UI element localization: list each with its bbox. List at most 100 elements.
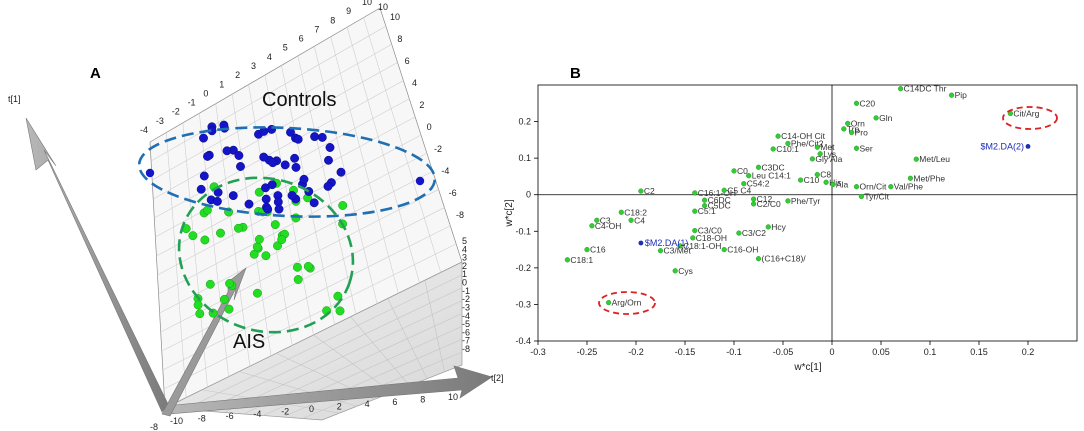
controls-point [415, 176, 425, 186]
tick-label: 2 [419, 100, 424, 110]
group-label-controls: Controls [262, 89, 336, 111]
grid-line [424, 280, 445, 372]
grid-lines [150, 17, 463, 419]
tick-label: 4 [412, 78, 417, 88]
controls-point [324, 155, 333, 165]
loading-point [750, 196, 757, 202]
loading-label: (C16+C18)/ [762, 254, 807, 264]
loading-point [736, 230, 742, 236]
grid-line [158, 152, 427, 295]
tick-label: 3 [251, 61, 256, 71]
tick-labels: -4-3-2-10123456789101086420-2-4-6-854321… [140, 0, 470, 431]
ais-point [273, 241, 282, 251]
loading-point [848, 129, 855, 136]
controls-point [280, 160, 290, 170]
loading-label: C0 [737, 166, 748, 176]
loading-label: C4-OH [595, 221, 621, 231]
controls-point [203, 151, 212, 161]
loading-label: His [829, 177, 841, 187]
tick-label: -2 [434, 144, 442, 154]
tick-label: 4 [267, 52, 272, 62]
loading-label: Orn/Cit [860, 182, 888, 192]
loading-point [823, 179, 829, 185]
group-label-ais: AIS [233, 331, 265, 353]
x-tick-label: 0.05 [872, 347, 890, 357]
grid-line [282, 338, 463, 418]
loading-point [618, 209, 624, 215]
y-variable-label: $M2.DA(1) [645, 238, 689, 248]
highlight-ellipse-arg-orn [598, 291, 656, 315]
loading-label: Phe/Tyr [791, 196, 820, 206]
loading-label: Met/Phe [913, 173, 945, 183]
loading-label: Cys [678, 266, 693, 276]
loading-point [605, 300, 612, 306]
t1-axis-arrow [25, 117, 169, 413]
loading-point [564, 257, 571, 263]
tick-label: 2 [337, 402, 342, 412]
loading-label: C20 [860, 98, 876, 108]
controls-point [228, 191, 238, 201]
loading-point [797, 177, 804, 183]
loading-label: Ala [836, 180, 849, 190]
tick-label: 10 [390, 12, 400, 22]
loading-label: C10:1 [776, 144, 799, 154]
loading-point [830, 181, 836, 188]
tick-label: -7 [462, 336, 470, 346]
loading-point [858, 193, 865, 200]
loading-label: Gln [879, 113, 893, 123]
controls-point [212, 196, 222, 206]
axes-b: -0.3 -0.25 -0.2 -0.15 -0.1 -0.05 0 0.05 0.1 0.15 0… [515, 85, 1077, 357]
loading-label: Val/Phe [894, 182, 923, 192]
grid-line [330, 36, 399, 294]
controls-point [268, 158, 278, 168]
tick-label: -8 [198, 414, 206, 424]
ais-point [292, 262, 302, 272]
tick-label: -4 [462, 311, 470, 321]
controls-point [263, 204, 273, 214]
grid-line [159, 171, 433, 314]
ais-point [252, 288, 262, 298]
loading-point [907, 175, 914, 181]
x-tick-label: 0.1 [924, 347, 937, 357]
y-variable-point [638, 240, 644, 246]
loading-label: C8 [820, 170, 831, 180]
tick-label: 1 [219, 79, 224, 89]
tick-label: -6 [462, 327, 470, 337]
loading-point [853, 184, 860, 190]
tick-label: -2 [172, 107, 180, 117]
ais-point [291, 213, 301, 223]
tick-label: -8 [462, 344, 470, 354]
loading-label: C54:2 [747, 179, 770, 189]
controls-ellipse [137, 126, 437, 218]
grid-line [363, 17, 442, 273]
tick-label: 8 [420, 394, 425, 404]
loading-label: Orn [851, 118, 865, 128]
tick-label: -6 [226, 411, 234, 421]
loading-label: C5DC [708, 201, 731, 211]
tick-label: -1 [462, 286, 470, 296]
loading-point [584, 247, 590, 253]
ais-point [224, 304, 234, 314]
loading-point [721, 187, 727, 193]
tick-label: 7 [314, 24, 319, 34]
loading-label: C3 [600, 215, 611, 225]
loading-point [913, 156, 919, 162]
controls-point [234, 151, 244, 160]
panel-b-loadings-plot: B -0.3 -0.25 -0.2 -0.15 -0.1 -0.05 0 0.05 0.1 0.1… [504, 65, 1078, 373]
controls-point [325, 143, 335, 152]
loading-point [638, 188, 644, 194]
y-tick-label: -0.1 [515, 226, 531, 236]
tick-label: -8 [456, 210, 464, 220]
grid-line [346, 27, 420, 283]
controls-point [290, 153, 300, 163]
tick-label: 3 [462, 253, 467, 263]
loading-label: Phe/Cit2 [791, 139, 824, 149]
ais-point [252, 242, 262, 252]
panel-b-letter: B [570, 65, 581, 82]
ais-point [219, 294, 229, 304]
loading-point [817, 151, 823, 157]
loading-label: C3DC [762, 162, 785, 172]
ais-point [188, 231, 198, 241]
